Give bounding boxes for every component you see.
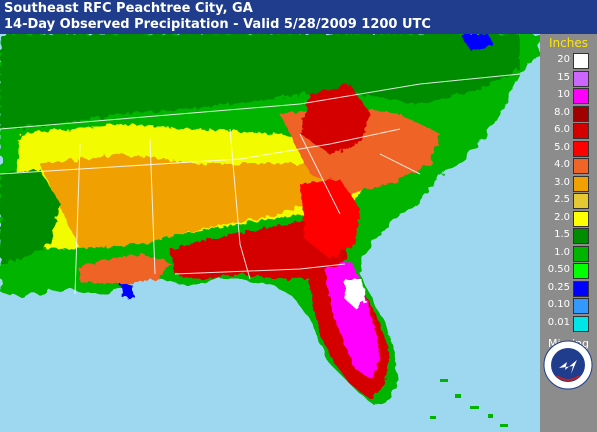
legend-swatch <box>573 315 589 332</box>
legend-swatch <box>573 123 589 139</box>
red-georgia <box>300 179 360 259</box>
legend-swatch <box>573 280 589 297</box>
legend-swatch <box>573 210 589 227</box>
green-region-north <box>0 34 520 129</box>
legend-row: 0.10 <box>540 298 597 314</box>
state-boundaries <box>0 73 521 295</box>
legend-swatch <box>573 158 589 174</box>
header-bar: Southeast RFC Peachtree City, GA 14-Day … <box>0 0 597 34</box>
legend-swatch <box>573 105 589 122</box>
legend-value-label: 6.0 <box>554 124 570 135</box>
bahamas-islands <box>430 379 508 427</box>
legend-row: 1.0 <box>540 245 597 262</box>
legend-row: 2.0 <box>540 210 597 227</box>
blue-spot-1 <box>460 34 492 50</box>
legend-value-label: 1.5 <box>554 229 570 240</box>
map-canvas <box>0 34 540 432</box>
legend-row: 4.0 <box>540 158 597 174</box>
legend-value-label: 1.0 <box>554 246 570 258</box>
legend-swatch <box>573 298 589 314</box>
green-west <box>0 169 60 264</box>
legend-value-label: 15 <box>557 71 570 83</box>
legend-swatch <box>573 70 589 87</box>
legend-swatch <box>573 193 589 209</box>
legend-swatch <box>573 88 589 104</box>
legend-row: 15 <box>540 70 597 87</box>
map-title: Southeast RFC Peachtree City, GA <box>4 1 253 16</box>
legend-value-label: 2.0 <box>554 211 570 223</box>
legend-row: 10 <box>540 88 597 104</box>
blue-spot-2 <box>120 284 134 298</box>
precipitation-map <box>0 34 540 432</box>
legend-swatch <box>573 175 589 192</box>
legend-value-label: 0.50 <box>547 264 570 275</box>
legend-value-label: 5.0 <box>554 141 570 153</box>
legend-row: 0.50 <box>540 263 597 279</box>
legend-swatch <box>573 245 589 262</box>
legend-row: 1.5 <box>540 228 597 244</box>
legend-value-label: 0.10 <box>547 299 570 310</box>
legend-value-label: 3.0 <box>554 176 570 188</box>
legend-row: 8.0 <box>540 105 597 122</box>
legend-title: Inches <box>549 36 588 50</box>
legend-swatch <box>573 263 589 279</box>
nws-seal-icon <box>543 340 593 390</box>
orange-band <box>40 154 340 249</box>
orange-panhandle-west <box>80 254 170 284</box>
legend-row: 20 <box>540 53 597 69</box>
legend-value-label: 20 <box>557 54 570 65</box>
legend-row: 2.5 <box>540 193 597 209</box>
legend-row: 5.0 <box>540 140 597 157</box>
map-subtitle: 14-Day Observed Precipitation - Valid 5/… <box>4 17 431 32</box>
magenta-florida <box>325 262 380 379</box>
white-peak <box>345 279 366 309</box>
legend-swatch <box>573 140 589 157</box>
legend-value-label: 2.5 <box>554 194 570 205</box>
legend-value-label: 0.01 <box>547 316 570 328</box>
legend-swatch <box>573 53 589 69</box>
legend-row: 3.0 <box>540 175 597 192</box>
legend-row: 6.0 <box>540 123 597 139</box>
legend-row: 0.25 <box>540 280 597 297</box>
legend-value-label: 10 <box>557 89 570 100</box>
legend-row: 0.01 <box>540 315 597 332</box>
legend-swatch <box>573 228 589 244</box>
legend-value-label: 8.0 <box>554 106 570 118</box>
legend-value-label: 4.0 <box>554 159 570 170</box>
legend-value-label: 0.25 <box>547 281 570 293</box>
